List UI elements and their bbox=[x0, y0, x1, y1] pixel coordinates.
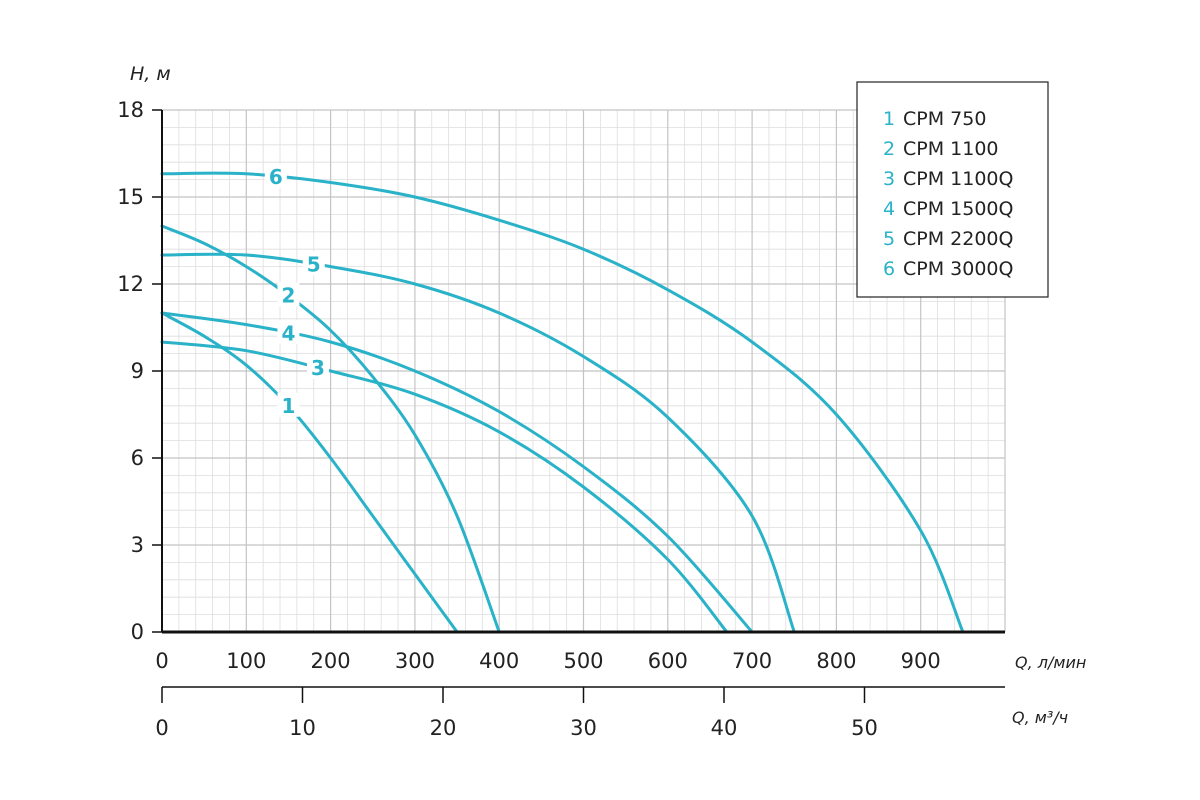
x-ticks: 0 100 200 300 400 500 600 700 800 900 bbox=[155, 649, 940, 673]
y-axis-title: H, м bbox=[130, 63, 171, 85]
x2-tick-label: 10 bbox=[289, 716, 316, 740]
y-ticks: 0 3 6 9 12 15 18 bbox=[117, 98, 162, 644]
x2-tick-label: 30 bbox=[570, 716, 597, 740]
legend-label-1: CPM 750 bbox=[903, 108, 986, 130]
y-tick-label: 15 bbox=[117, 185, 144, 209]
curve-label-bg bbox=[277, 282, 300, 307]
legend: 1 CPM 750 2 CPM 1100 3 CPM 1100Q 4 CPM 1500Q 5 CP… bbox=[856, 81, 1049, 298]
series-line-4 bbox=[160, 311, 754, 634]
curve-labels: 1 2 34 5 6 bbox=[264, 163, 329, 418]
y-tick-label: 9 bbox=[131, 359, 144, 383]
curve-label-bg bbox=[302, 251, 325, 276]
legend-label-4: CPM 1500Q bbox=[903, 198, 1013, 220]
series-line-3 bbox=[160, 340, 729, 634]
x-tick-label: 900 bbox=[901, 649, 941, 673]
x-tick-label: 600 bbox=[648, 649, 688, 673]
series-line-5 bbox=[160, 252, 796, 634]
series-line-6 bbox=[160, 171, 965, 634]
y-tick-label: 6 bbox=[131, 446, 144, 470]
y-tick-label: 0 bbox=[131, 620, 144, 644]
series-line-1 bbox=[160, 311, 459, 634]
legend-number-3: 3 bbox=[883, 168, 895, 190]
curve-label-bg bbox=[306, 354, 329, 379]
curve-label-2: 2 bbox=[281, 284, 295, 308]
x2-tick-label: 40 bbox=[711, 716, 738, 740]
x-tick-label: 400 bbox=[479, 649, 519, 673]
y-tick-label: 18 bbox=[117, 98, 144, 122]
x-tick-label: 0 bbox=[155, 649, 168, 673]
curve-label-1: 1 bbox=[281, 394, 295, 418]
x2-axis-title: Q, м³/ч bbox=[1012, 708, 1068, 727]
x-tick-label: 300 bbox=[395, 649, 435, 673]
pump-curves bbox=[160, 171, 965, 634]
x2-tick-label: 0 bbox=[155, 716, 168, 740]
x-axis-title: Q, л/мин bbox=[1015, 653, 1086, 672]
x2-tick-label: 20 bbox=[430, 716, 457, 740]
legend-number-6: 6 bbox=[883, 258, 895, 280]
legend-number-4: 4 bbox=[883, 198, 895, 220]
x2-tick-label: 50 bbox=[851, 716, 878, 740]
legend-label-2: CPM 1100 bbox=[903, 138, 999, 160]
curve-label-bg bbox=[264, 163, 287, 188]
curve-label-4: 4 bbox=[281, 321, 295, 345]
x-tick-label: 800 bbox=[816, 649, 856, 673]
legend-label-3: CPM 1100Q bbox=[903, 168, 1013, 190]
curve-label-6: 6 bbox=[269, 165, 283, 189]
legend-number-5: 5 bbox=[883, 228, 895, 250]
curve-label-bg bbox=[277, 320, 300, 345]
legend-label-5: CPM 2200Q bbox=[903, 228, 1013, 250]
x-tick-label: 200 bbox=[311, 649, 351, 673]
x-tick-label: 500 bbox=[563, 649, 603, 673]
x-tick-label: 700 bbox=[732, 649, 772, 673]
legend-box bbox=[856, 81, 1049, 298]
x-tick-label: 100 bbox=[226, 649, 266, 673]
legend-label-6: CPM 3000Q bbox=[903, 258, 1013, 280]
curve-label-bg bbox=[277, 392, 300, 417]
y-tick-label: 12 bbox=[117, 272, 144, 296]
legend-number-1: 1 bbox=[883, 108, 895, 130]
legend-number-2: 2 bbox=[883, 138, 895, 160]
curve-label-3: 3 bbox=[311, 356, 325, 380]
x2-ticks: 0 10 20 30 40 50 bbox=[155, 687, 878, 740]
curve-label-5: 5 bbox=[307, 252, 321, 276]
y-tick-label: 3 bbox=[131, 533, 144, 557]
